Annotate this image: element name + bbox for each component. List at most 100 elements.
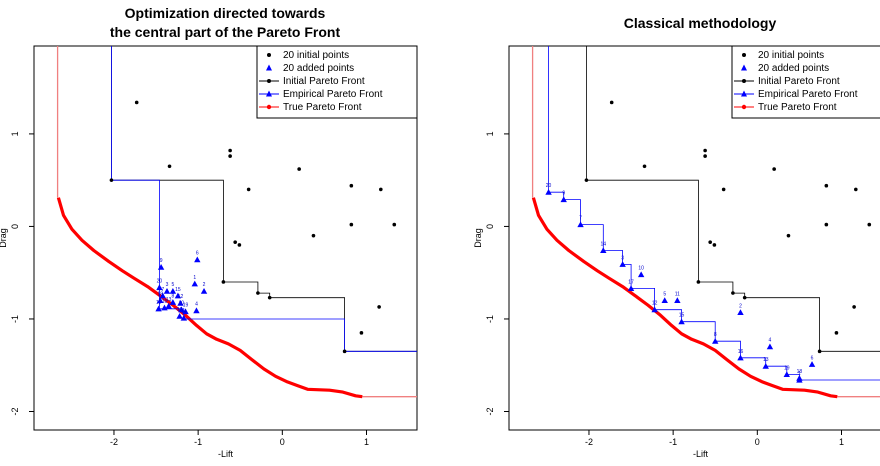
added-point-label: 8 bbox=[171, 293, 174, 299]
added-point bbox=[678, 318, 685, 325]
added-point-label: 12 bbox=[178, 294, 184, 300]
initial-point bbox=[834, 331, 839, 335]
added-point bbox=[174, 292, 182, 299]
added-point-label: 1 bbox=[798, 371, 801, 377]
added-point-label: 19 bbox=[183, 303, 189, 309]
initial-point bbox=[237, 243, 242, 247]
initial-point bbox=[703, 154, 707, 158]
legend-entry-label: 20 added points bbox=[283, 63, 354, 74]
added-point-label: 10 bbox=[638, 266, 644, 272]
added-point bbox=[737, 354, 744, 361]
y-tick-label: 1 bbox=[10, 131, 20, 136]
added-point-label: 5 bbox=[663, 291, 666, 297]
chart-title-line: the central part of the Pareto Front bbox=[110, 24, 341, 40]
y-axis-label: Drag bbox=[0, 228, 8, 248]
added-point-label: 14 bbox=[181, 309, 187, 315]
initial-point bbox=[584, 178, 589, 182]
added-point bbox=[783, 371, 790, 378]
added-point-label: 3 bbox=[621, 255, 624, 261]
added-point-label: 17 bbox=[177, 307, 183, 313]
added-point bbox=[169, 299, 177, 305]
added-point bbox=[661, 297, 668, 304]
initial-point bbox=[852, 305, 856, 309]
added-point-label: 8 bbox=[714, 332, 717, 338]
initial-point bbox=[721, 187, 726, 192]
added-point bbox=[737, 309, 744, 316]
initial-point bbox=[708, 240, 712, 244]
legend-true-front-dot bbox=[741, 104, 747, 110]
legend: 20 initial points 20 added points Initial … bbox=[256, 45, 418, 119]
added-point-label: 16 bbox=[738, 349, 744, 355]
added-point-label: 13 bbox=[763, 357, 769, 363]
initial-point bbox=[228, 154, 232, 158]
true-pareto-front bbox=[531, 197, 838, 399]
initial-point bbox=[742, 295, 747, 300]
x-axis-label: -Lift bbox=[218, 449, 234, 459]
added-point bbox=[762, 362, 769, 369]
added-point-label: 6 bbox=[196, 251, 199, 257]
x-tick-label: 0 bbox=[755, 437, 760, 447]
added-point bbox=[194, 256, 201, 263]
y-tick-label: 1 bbox=[485, 131, 495, 136]
y-tick-label: -2 bbox=[485, 407, 495, 415]
initial-point bbox=[642, 164, 647, 169]
plot-frame bbox=[33, 45, 418, 431]
y-tick-label: 0 bbox=[485, 224, 495, 229]
initial-point bbox=[824, 183, 829, 188]
initial-point bbox=[712, 243, 717, 247]
x-tick-label: 0 bbox=[280, 437, 285, 447]
initial-point bbox=[359, 331, 364, 335]
added-point-label: 15 bbox=[679, 313, 685, 319]
added-point-label: 20 bbox=[546, 183, 552, 189]
x-tick-label: 1 bbox=[364, 437, 369, 447]
initial-point bbox=[221, 280, 226, 284]
added-point bbox=[165, 302, 172, 309]
chart-title-line: Optimization directed towards bbox=[125, 5, 326, 21]
added-point bbox=[651, 306, 658, 313]
initial-point bbox=[256, 291, 260, 295]
legend-entry-label: Initial Pareto Front bbox=[283, 76, 365, 87]
added-point-label: 19 bbox=[784, 365, 790, 371]
plot-area: 20 9 7 14 3 10 17 5 11 12 15 2 8 4 16 13 19 18 6 1 bbox=[531, 46, 880, 399]
initial-point bbox=[379, 187, 383, 192]
legend-entry-label: 20 initial points bbox=[283, 50, 349, 61]
added-point bbox=[155, 305, 162, 312]
added-point-label: 12 bbox=[652, 301, 658, 307]
y-tick-label: -1 bbox=[485, 315, 495, 323]
initial-point bbox=[228, 148, 232, 153]
legend-true-front-dot bbox=[266, 104, 272, 110]
legend-empirical-front-marker bbox=[741, 90, 747, 97]
legend-initial-point-symbol bbox=[742, 53, 746, 57]
added-point-label: 4 bbox=[195, 302, 198, 308]
added-point-label: 7 bbox=[579, 216, 582, 222]
added-point bbox=[200, 288, 208, 294]
initial-point bbox=[392, 222, 397, 227]
initial-point bbox=[134, 100, 139, 105]
legend-entry-label: True Pareto Front bbox=[758, 102, 837, 113]
added-point bbox=[177, 300, 184, 306]
added-point bbox=[159, 292, 166, 299]
added-point-label: 2 bbox=[739, 303, 742, 309]
added-point bbox=[796, 376, 803, 383]
added-point bbox=[600, 247, 607, 254]
legend-entry-label: Empirical Pareto Front bbox=[283, 89, 383, 100]
initial-point bbox=[772, 167, 776, 171]
added-point-label: 10 bbox=[179, 301, 185, 307]
empirical-pareto-front bbox=[111, 46, 417, 352]
initial-point bbox=[109, 178, 114, 182]
added-point-label: 11 bbox=[156, 300, 161, 306]
x-tick-label: 1 bbox=[839, 437, 844, 447]
added-point-label: 18 bbox=[157, 291, 163, 297]
added-point-label: 4 bbox=[769, 338, 772, 344]
initial-point bbox=[246, 187, 251, 192]
added-point-label: 18 bbox=[797, 369, 803, 375]
initial-point bbox=[867, 222, 872, 227]
added-point bbox=[169, 288, 177, 294]
added-point-label: 2 bbox=[203, 282, 206, 288]
legend: 20 initial points 20 added points Initial … bbox=[731, 45, 880, 119]
added-point bbox=[766, 343, 774, 350]
added-point-label: 1 bbox=[193, 275, 196, 281]
added-point-label: 20 bbox=[157, 279, 163, 285]
